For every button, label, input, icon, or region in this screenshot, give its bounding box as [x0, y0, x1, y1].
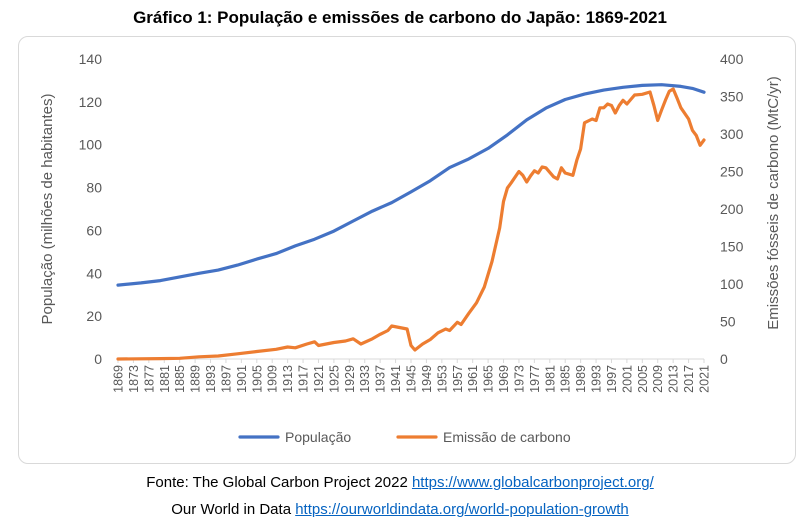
- y-right-axis-title: Emissões fósseis de carbono (MtC/yr): [765, 76, 782, 329]
- source-line-global-carbon-project: Fonte: The Global Carbon Project 2022 ht…: [0, 474, 800, 491]
- x-tick-label: 1885: [173, 365, 187, 393]
- x-tick-label: 2013: [667, 365, 681, 393]
- x-tick-label: 1877: [142, 365, 156, 393]
- x-tick-label: 1957: [451, 365, 465, 393]
- y-right-tick-label: 50: [720, 314, 736, 330]
- x-tick-label: 1961: [466, 365, 480, 393]
- legend-item-population: População: [238, 429, 351, 445]
- x-tick-label: 2017: [682, 365, 696, 393]
- x-tick-label: 1933: [358, 365, 372, 393]
- y-right-tick-label: 200: [720, 201, 744, 217]
- x-tick-label: 1881: [158, 365, 172, 393]
- x-tick-label: 1993: [590, 365, 604, 393]
- x-tick-label: 2001: [620, 365, 634, 393]
- y-left-tick-label: 100: [79, 137, 103, 153]
- x-tick-label: 1969: [497, 365, 511, 393]
- x-tick-label: 1973: [512, 365, 526, 393]
- x-tick-label: 1953: [435, 365, 449, 393]
- global-carbon-project-link[interactable]: https://www.globalcarbonproject.org/: [411, 474, 654, 491]
- y-right-tick-label: 150: [720, 239, 744, 255]
- our-world-in-data-link[interactable]: https://ourworldindata.org/world-populat…: [295, 501, 629, 518]
- y-left-tick-label: 120: [79, 94, 103, 110]
- y-left-tick-label: 80: [86, 180, 102, 196]
- legend-label: População: [285, 429, 351, 445]
- y-left-tick-label: 60: [86, 222, 102, 238]
- y-left-tick-label: 0: [94, 351, 102, 367]
- x-tick-label: 1981: [543, 365, 557, 393]
- x-tick-label: 1965: [482, 365, 496, 393]
- y-left-tick-label: 20: [86, 308, 102, 324]
- chart-title: Gráfico 1: População e emissões de carbo…: [133, 8, 667, 27]
- x-tick-label: 1929: [343, 365, 357, 393]
- y-left-axis-title: População (milhões de habitantes): [39, 94, 56, 325]
- x-tick-label: 2005: [636, 365, 650, 393]
- x-tick-label: 1937: [374, 365, 388, 393]
- y-left-tick-label: 140: [79, 51, 103, 67]
- y-right-tick-label: 350: [720, 89, 744, 105]
- x-tick-label: 1989: [574, 365, 588, 393]
- x-tick-label: 1977: [528, 365, 542, 393]
- y-right-tick-label: 100: [720, 276, 744, 292]
- y-right-tick-label: 300: [720, 126, 744, 142]
- emissions-series-line: [116, 87, 706, 361]
- x-tick-label: 1913: [281, 365, 295, 393]
- x-tick-label: 1917: [297, 365, 311, 393]
- source-label: Fonte: The Global Carbon Project 2022: [146, 474, 412, 491]
- y-left-tick-label: 40: [86, 265, 102, 281]
- x-tick-label: 2021: [698, 365, 712, 393]
- x-tick-label: 2009: [651, 365, 665, 393]
- legend-label: Emissão de carbono: [443, 429, 571, 445]
- legend-item-emissions: Emissão de carbono: [396, 429, 571, 445]
- chart-plot: 0 20 40 60 80 100 120 140 0 50 100 150 200 250 300 350 4…: [39, 51, 782, 445]
- source-label: Our World in Data: [171, 501, 296, 518]
- x-tick-label: 1869: [112, 365, 126, 393]
- chart-frame: [18, 36, 796, 464]
- x-tick-label: 1997: [605, 365, 619, 393]
- x-tick-label: 1889: [189, 365, 203, 393]
- x-tick-label: 1897: [219, 365, 233, 393]
- x-tick-label: 1925: [327, 365, 341, 393]
- x-tick-label: 1901: [235, 365, 249, 393]
- y-right-tick-label: 0: [720, 351, 728, 367]
- x-tick-label: 1905: [250, 365, 264, 393]
- x-tick-label: 1985: [559, 365, 573, 393]
- y-right-tick-label: 250: [720, 164, 744, 180]
- x-tick-label: 1945: [405, 365, 419, 393]
- x-tick-label: 1949: [420, 365, 434, 393]
- x-tick-label: 1893: [204, 365, 218, 393]
- x-tick-label: 1941: [389, 365, 403, 393]
- x-tick-label: 1921: [312, 365, 326, 393]
- x-tick-label: 1873: [127, 365, 141, 393]
- y-right-tick-label: 400: [720, 51, 744, 67]
- source-line-our-world-in-data: Our World in Data https://ourworldindata…: [0, 501, 800, 518]
- x-tick-label: 1909: [266, 365, 280, 393]
- population-series-line: [116, 83, 706, 287]
